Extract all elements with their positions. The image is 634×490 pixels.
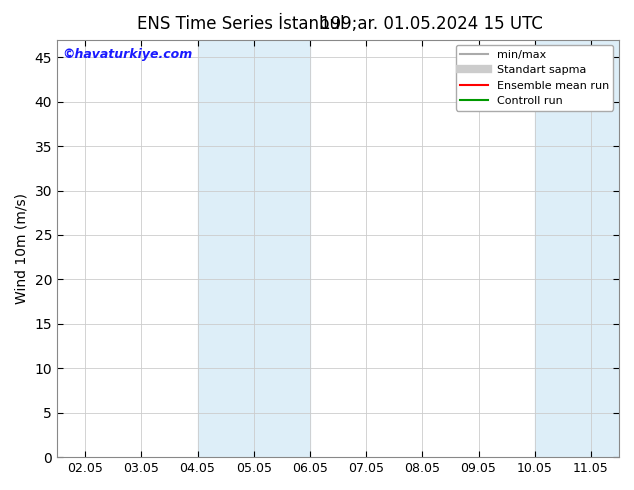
Text: ENS Time Series İstanbul: ENS Time Series İstanbul	[137, 15, 345, 33]
Legend: min/max, Standart sapma, Ensemble mean run, Controll run: min/max, Standart sapma, Ensemble mean r…	[456, 45, 614, 111]
Text: 199;ar. 01.05.2024 15 UTC: 199;ar. 01.05.2024 15 UTC	[320, 15, 543, 33]
Y-axis label: Wind 10m (m/s): Wind 10m (m/s)	[15, 193, 29, 304]
Bar	[591, 40, 634, 457]
Bar	[534, 40, 591, 457]
Bar	[198, 40, 254, 457]
Text: ©havaturkiye.com: ©havaturkiye.com	[63, 48, 193, 61]
Bar	[254, 40, 310, 457]
